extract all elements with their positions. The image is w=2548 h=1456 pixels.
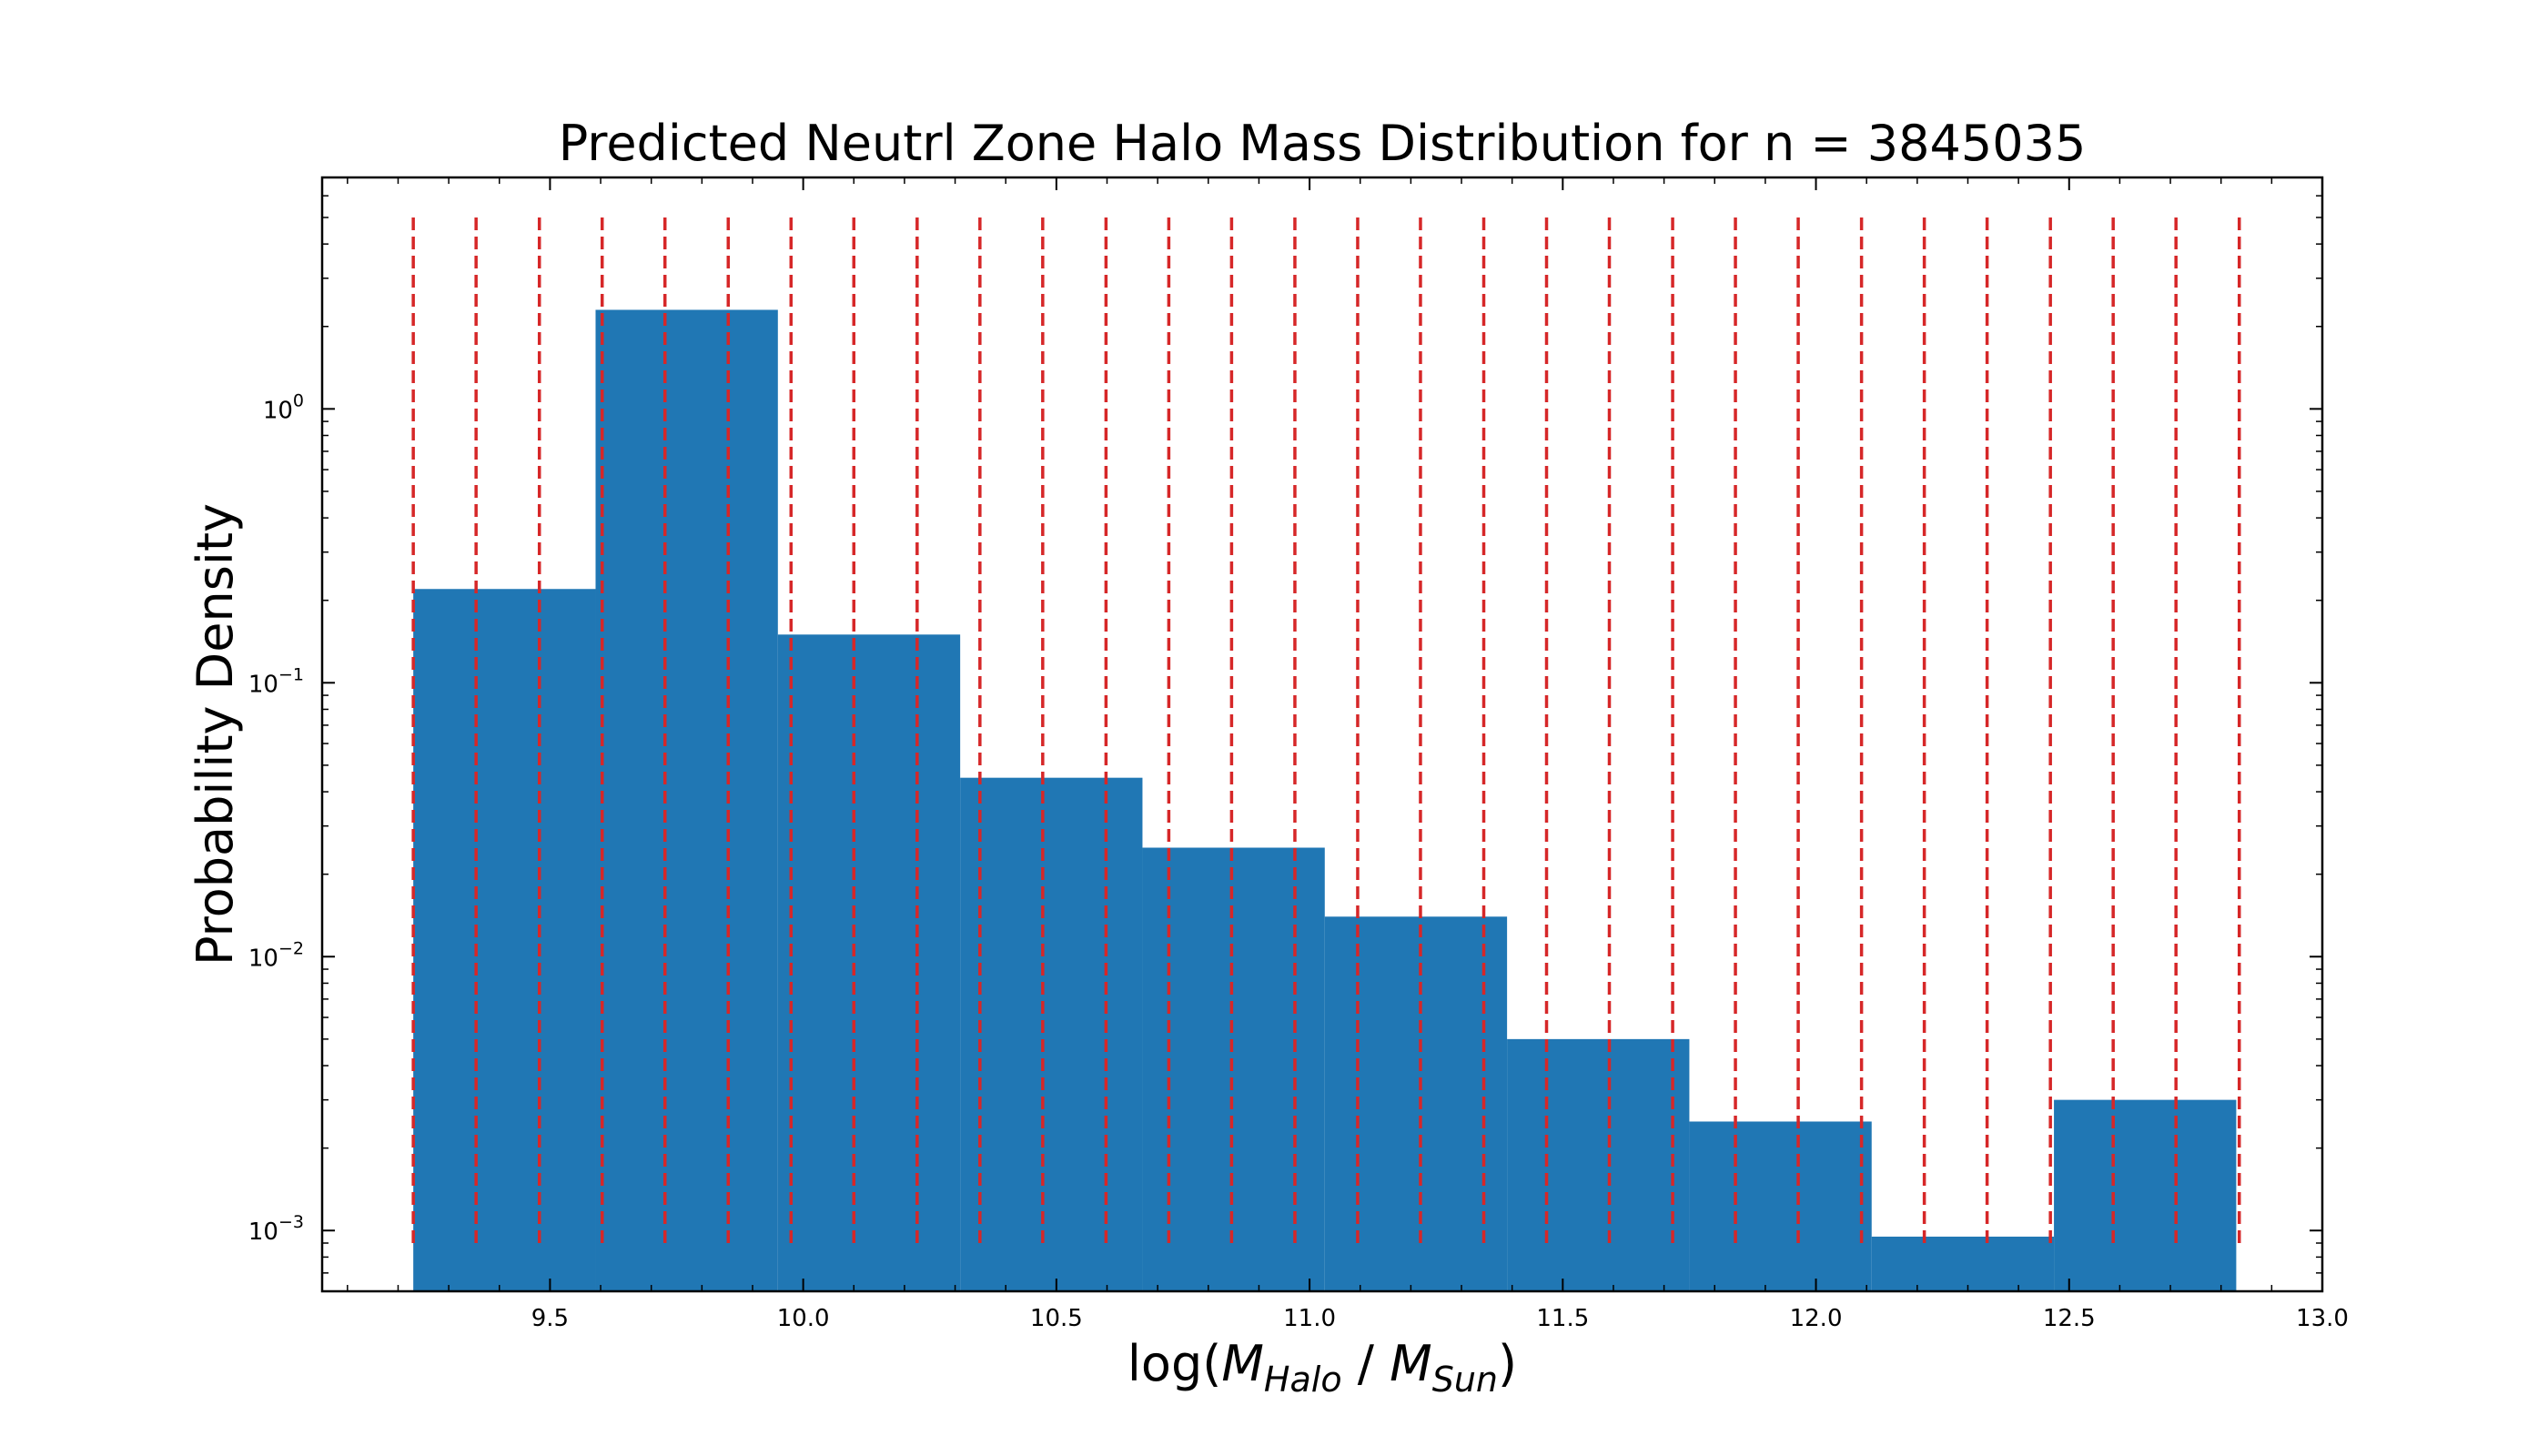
x-tick-label: 11.5	[1536, 1305, 1589, 1332]
histogram-bar-2	[595, 309, 778, 1291]
x-tick-label: 10.5	[1030, 1305, 1083, 1332]
histogram-bar-8	[1689, 1121, 1872, 1291]
x-axis-label-sub1: Halo	[1264, 1360, 1342, 1400]
x-axis-label-prefix: log(	[1127, 1335, 1221, 1392]
x-tick-label: 13.0	[2296, 1305, 2349, 1332]
x-axis-label-sep: /	[1342, 1335, 1390, 1392]
x-tick-label: 9.5	[531, 1305, 569, 1332]
x-axis-label-suffix: )	[1498, 1335, 1517, 1392]
histogram-bar-3	[777, 634, 961, 1291]
chart-title: Predicted Neutrl Zone Halo Mass Distribu…	[559, 115, 2087, 172]
histogram-bar-4	[960, 777, 1143, 1291]
histogram-bar-9	[1871, 1236, 2055, 1291]
plot-frame	[320, 176, 2324, 1293]
histogram-bar-10	[2054, 1099, 2237, 1291]
histogram-bar-1	[413, 589, 596, 1291]
bars-group	[413, 309, 2237, 1291]
y-tick-label: 100	[263, 390, 304, 424]
x-tick-label: 10.0	[777, 1305, 830, 1332]
y-axis-label: Probability Density	[187, 503, 244, 966]
x-axis-ticks: 9.5 10.0 10.5 11.0 11.5 12.0 12.5 13.0	[347, 177, 2349, 1332]
y-tick-label: 10−2	[248, 938, 304, 972]
y-tick-label: 10−1	[248, 664, 304, 698]
x-tick-label: 11.0	[1283, 1305, 1336, 1332]
x-axis-label-m2: M	[1390, 1335, 1432, 1392]
x-axis-label-sub2: Sun	[1432, 1360, 1498, 1400]
x-axis-label: log(MHalo / MSun)	[1127, 1335, 1517, 1400]
x-axis-label-m1: M	[1221, 1335, 1264, 1392]
histogram-bar-6	[1324, 916, 1508, 1291]
histogram-bar-7	[1507, 1038, 1690, 1291]
x-tick-label: 12.5	[2043, 1305, 2096, 1332]
y-tick-label: 10−3	[248, 1212, 304, 1246]
x-tick-label: 12.0	[1790, 1305, 1843, 1332]
